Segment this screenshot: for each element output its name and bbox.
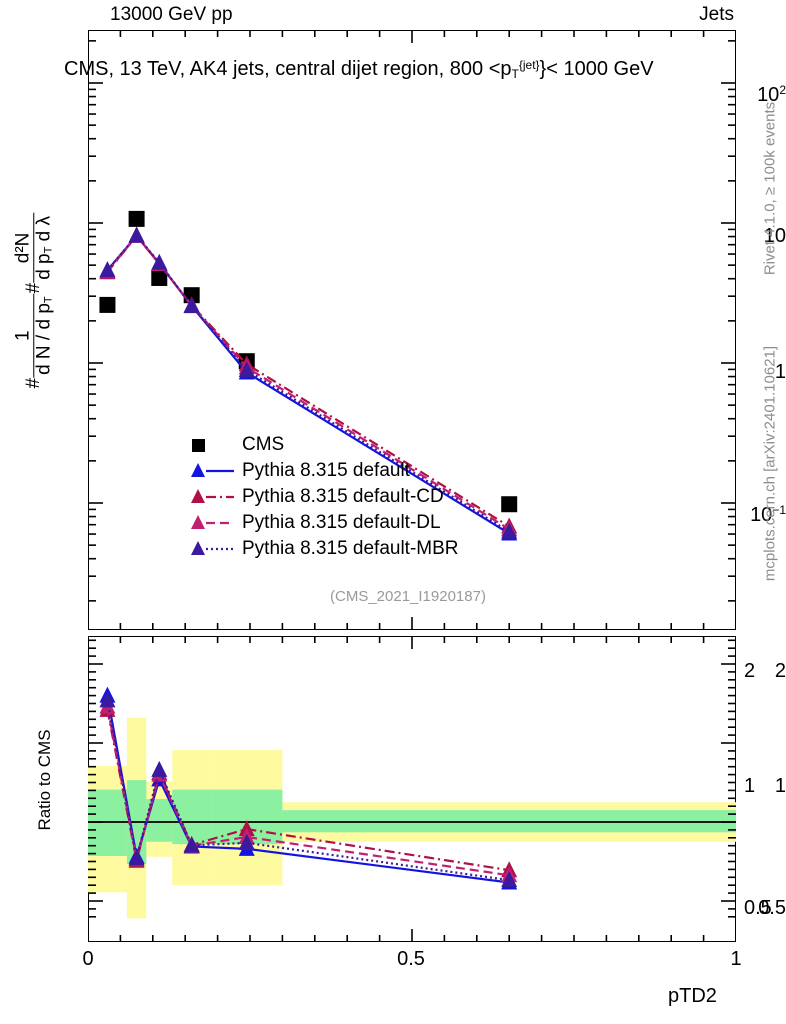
ratio-y-axis-label: Ratio to CMS	[35, 729, 54, 831]
series-cms	[99, 210, 518, 513]
plot-title: CMS, 13 TeV, AK4 jets, central dijet reg…	[64, 58, 654, 81]
line-marker-icon	[188, 538, 234, 560]
plot-title-sup: {jet}	[518, 58, 540, 72]
header-category-label: Jets	[699, 4, 734, 25]
ratio-right-ytick-2: 2	[744, 660, 756, 682]
ylabel-one: 1	[12, 330, 34, 341]
plot-title-prefix: CMS, 13 TeV, AK4 jets, central dijet reg…	[64, 58, 512, 80]
xtick-1: 1	[730, 948, 742, 970]
legend: CMS Pythia 8.315 default Pythia 8.315 defa…	[188, 432, 459, 562]
ylabel-d2n: d²N	[12, 232, 34, 264]
xtick-0: 0	[82, 948, 94, 970]
ylabel-tail-dpt: d p	[33, 253, 55, 280]
main-y-axis-label: # 1 d N / d pT # d²N d pT d λ	[12, 181, 55, 421]
header-beam-label: 13000 GeV pp	[110, 4, 233, 25]
ratio-right-ytick-0p5: 0.5	[744, 897, 772, 919]
xtick-0p5: 0.5	[397, 948, 425, 970]
ylabel-dpt: d p	[33, 303, 55, 330]
series-pythia-8-315-default-mbr	[99, 226, 518, 539]
line-marker-icon	[188, 460, 234, 482]
plot-title-sub: T	[511, 67, 519, 81]
legend-pythia-mbr[interactable]: Pythia 8.315 default-MBR	[188, 536, 459, 562]
line-marker-icon	[188, 512, 234, 534]
main-ytick-1: 1	[774, 361, 786, 383]
legend-label: Pythia 8.315 default-DL	[242, 512, 441, 533]
legend-pythia-default[interactable]: Pythia 8.315 default	[188, 458, 459, 484]
analysis-id-watermark: (CMS_2021_I1920187)	[330, 588, 486, 605]
main-plot-canvas	[88, 30, 736, 630]
legend-label: CMS	[242, 434, 285, 455]
ratio-series-pythia-8-315-default-mbr	[99, 691, 518, 888]
main-plot-frame	[88, 30, 736, 630]
ratio-ytick-0p5: 0.5	[758, 897, 786, 919]
ylabel-dlambda: d λ	[33, 215, 55, 242]
main-ytick-0p1: 10−1	[750, 503, 786, 526]
x-axis-label: pTD2	[668, 985, 717, 1007]
main-ytick-100: 102	[757, 83, 786, 106]
legend-label: Pythia 8.315 default-CD	[242, 486, 444, 507]
ratio-right-ytick-1: 1	[744, 775, 756, 797]
line-marker-icon	[188, 486, 234, 508]
ratio-plot-canvas	[88, 636, 736, 942]
legend-label: Pythia 8.315 default	[242, 460, 410, 481]
legend-pythia-dl[interactable]: Pythia 8.315 default-DL	[188, 510, 459, 536]
square-marker-icon	[188, 434, 234, 456]
legend-pythia-cd[interactable]: Pythia 8.315 default-CD	[188, 484, 459, 510]
ylabel-dn: d N /	[33, 334, 55, 375]
ylabel-dpt-sub: T	[42, 296, 55, 304]
mcplots-source-note: mcplots.cern.ch [arXiv:2401.10621]	[761, 345, 779, 582]
ylabel-tail-sub: T	[42, 246, 55, 254]
plot-title-suffix: }< 1000 GeV	[539, 58, 654, 80]
main-ytick-10: 10	[763, 225, 786, 247]
ylabel-hash-2: #	[23, 282, 45, 294]
ratio-ytick-1: 1	[774, 775, 786, 797]
legend-label: Pythia 8.315 default-MBR	[242, 538, 459, 559]
ylabel-hash-1: #	[23, 377, 45, 389]
legend-cms[interactable]: CMS	[188, 432, 459, 458]
ratio-ytick-2: 2	[774, 660, 786, 682]
